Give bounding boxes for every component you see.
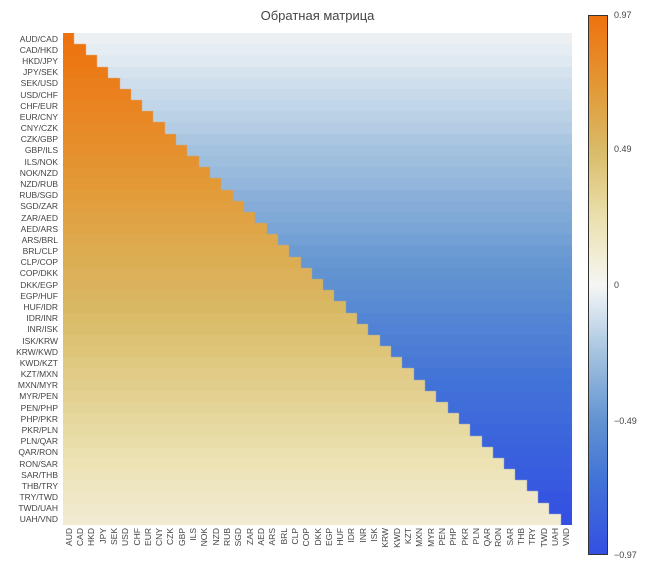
colorbar-tick-label: 0 — [614, 280, 620, 290]
y-tick-label: CZK/GBP — [20, 134, 58, 145]
y-tick-label: HKD/JPY — [22, 55, 58, 66]
x-tick-label: IDR — [346, 528, 357, 543]
y-tick-label: QAR/RON — [18, 447, 58, 458]
colorbar-tick-label: −0.49 — [614, 416, 637, 427]
y-tick-label: ARS/BRL — [21, 234, 58, 245]
y-tick-label: IDR/INR — [26, 313, 58, 324]
x-tick-label: EUR — [142, 528, 153, 546]
x-tick-label: USD — [120, 528, 131, 546]
x-tick-label: CLP — [289, 528, 300, 545]
x-tick-label: ILS — [188, 528, 199, 541]
x-tick-label: SEK — [108, 528, 119, 546]
x-tick-label: ZAR — [244, 528, 255, 545]
y-tick-label: HUF/IDR — [23, 301, 58, 312]
y-tick-label: EUR/CNY — [19, 111, 58, 122]
heatmap-canvas[interactable] — [63, 33, 572, 525]
x-tick-label: EGP — [323, 528, 334, 546]
x-tick-label: SAR — [504, 528, 515, 546]
y-tick-label: JPY/SEK — [23, 67, 58, 78]
x-tick-label: TRY — [527, 528, 538, 545]
x-tick-label: PEN — [436, 528, 447, 546]
y-tick-label: PKR/PLN — [21, 424, 58, 435]
x-tick-label: BRL — [278, 528, 289, 545]
x-tick-label: CAD — [74, 528, 85, 546]
y-tick-label: ILS/NOK — [24, 156, 58, 167]
y-tick-label: GBP/ILS — [24, 145, 58, 156]
x-tick-label: GBP — [176, 528, 187, 546]
x-tick-label: HKD — [86, 528, 97, 546]
chart-title: Обратная матрица — [260, 8, 375, 23]
x-tick-label: VND — [561, 528, 572, 546]
y-tick-label: SAR/THB — [21, 469, 58, 480]
x-tick-label: NZD — [210, 528, 221, 546]
y-tick-label: CHF/EUR — [20, 100, 58, 111]
x-tick-label: JPY — [97, 528, 108, 544]
x-tick-label: ARS — [267, 528, 278, 546]
y-tick-label: DKK/EGP — [20, 279, 58, 290]
y-tick-label: MXN/MYR — [17, 380, 58, 391]
x-tick-label: AUD — [63, 528, 74, 546]
y-tick-label: SGD/ZAR — [20, 201, 58, 212]
colorbar-tick-label: 0.49 — [614, 143, 632, 154]
y-tick-label: RON/SAR — [19, 458, 58, 469]
x-tick-label: TWD — [538, 528, 549, 548]
x-tick-label: KZT — [402, 528, 413, 545]
y-tick-label: PHP/PKR — [20, 413, 58, 424]
y-tick-label: EGP/HUF — [20, 290, 58, 301]
y-tick-label: CNY/CZK — [20, 123, 58, 134]
y-tick-label: RUB/SGD — [19, 190, 58, 201]
x-tick-label: RUB — [222, 528, 232, 546]
x-tick-label: CHF — [131, 528, 142, 546]
y-tick-label: TRY/TWD — [19, 492, 58, 503]
x-tick-label: THB — [516, 528, 527, 545]
x-tick-label: CNY — [154, 528, 165, 546]
y-tick-label: COP/DKK — [19, 268, 58, 279]
y-tick-label: TWD/UAH — [18, 503, 58, 514]
y-tick-label: PEN/PHP — [20, 402, 58, 413]
y-tick-label: THB/TRY — [21, 480, 58, 491]
y-tick-label: SEK/USD — [20, 78, 58, 89]
x-tick-label: UAH — [550, 528, 561, 546]
x-tick-label: PLN — [470, 528, 481, 545]
x-tick-label: PHP — [448, 528, 459, 546]
y-tick-label: AED/ARS — [20, 223, 58, 234]
y-tick-label: CAD/HKD — [19, 44, 58, 55]
y-tick-label: KZT/MXN — [20, 369, 58, 380]
x-tick-label: KRW — [380, 528, 391, 548]
colorbar — [588, 15, 608, 555]
y-tick-label: INR/ISK — [27, 324, 58, 335]
x-tick-label: MYR — [425, 528, 436, 547]
y-tick-label: NOK/NZD — [19, 167, 58, 178]
y-tick-label: USD/CHF — [20, 89, 58, 100]
x-tick-label: INR — [357, 528, 368, 543]
x-tick-label: AED — [255, 528, 266, 546]
y-tick-label: KRW/KWD — [16, 346, 58, 357]
x-tick-label: HUF — [335, 528, 346, 546]
colorbar-tick-label: −0.97 — [614, 550, 637, 560]
x-tick-label: COP — [301, 528, 312, 547]
y-tick-label: MYR/PEN — [19, 391, 58, 402]
y-tick-label: ZAR/AED — [21, 212, 58, 223]
x-tick-label: PKR — [459, 528, 470, 546]
y-tick-label: PLN/QAR — [20, 436, 58, 447]
y-tick-label: ISK/KRW — [22, 335, 58, 346]
y-tick-label: AUD/CAD — [19, 33, 58, 44]
x-tick-label: QAR — [482, 528, 493, 547]
y-tick-label: KWD/KZT — [19, 357, 58, 368]
y-tick-label: BRL/CLP — [22, 246, 58, 257]
x-tick-label: MXN — [414, 528, 425, 547]
y-tick-label: CLP/COP — [20, 257, 58, 268]
y-tick-label: NZD/RUB — [20, 178, 58, 189]
x-tick-label: NOK — [199, 528, 210, 547]
x-tick-label: ISK — [369, 528, 380, 542]
x-tick-label: KWD — [391, 528, 402, 548]
colorbar-tick-label: 0.97 — [614, 10, 632, 20]
x-tick-label: RON — [493, 528, 504, 547]
x-tick-label: DKK — [312, 528, 323, 546]
x-tick-label: SGD — [233, 528, 244, 547]
y-tick-label: UAH/VND — [19, 514, 58, 525]
x-tick-label: CZK — [165, 528, 176, 545]
